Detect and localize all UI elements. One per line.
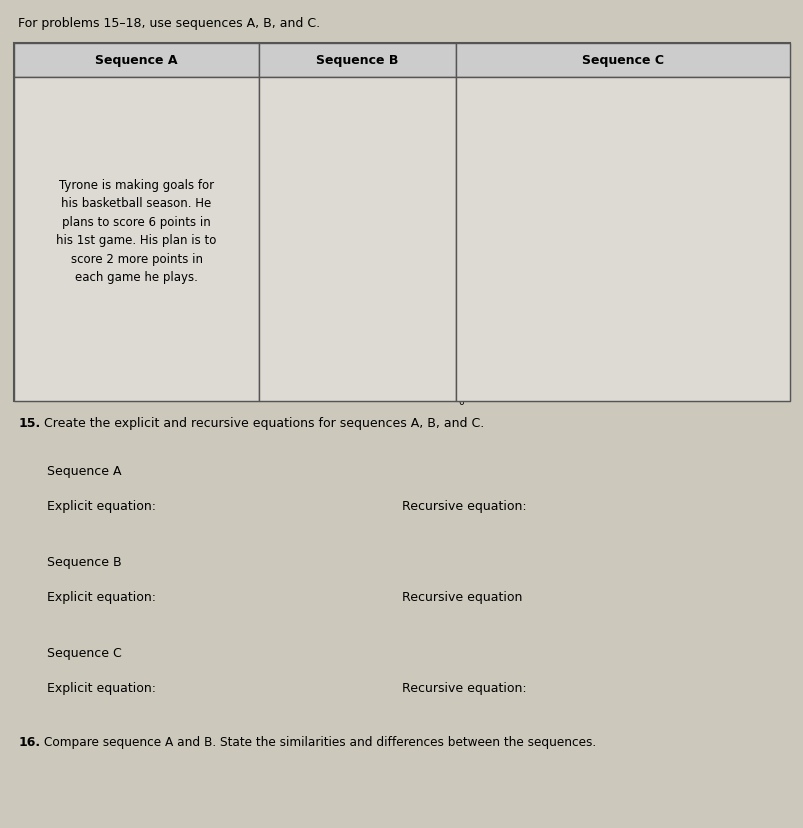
Text: 15.: 15. bbox=[18, 416, 41, 430]
Text: 16.: 16. bbox=[18, 735, 41, 749]
Text: Explicit equation:: Explicit equation: bbox=[47, 499, 156, 513]
Text: 4: 4 bbox=[394, 264, 404, 279]
Point bbox=[642, 126, 655, 139]
Point bbox=[524, 319, 536, 332]
Text: Explicit equation:: Explicit equation: bbox=[47, 681, 156, 695]
Bar bbox=[273, 304, 357, 368]
Bar bbox=[273, 240, 357, 304]
Text: 5: 5 bbox=[310, 329, 320, 344]
Text: f(n): f(n) bbox=[385, 136, 413, 151]
Text: Explicit equation:: Explicit equation: bbox=[47, 590, 156, 604]
Text: Sequence A: Sequence A bbox=[47, 465, 121, 478]
Text: 3: 3 bbox=[310, 200, 320, 215]
Text: Compare sequence A and B. State the similarities and differences between the seq: Compare sequence A and B. State the simi… bbox=[44, 735, 596, 749]
Text: For problems 15–18, use sequences A, B, and C.: For problems 15–18, use sequences A, B, … bbox=[18, 17, 320, 30]
Bar bbox=[357, 304, 441, 368]
Bar bbox=[357, 111, 441, 176]
Bar bbox=[273, 111, 357, 176]
Text: Tyrone is making goals for
his basketball season. He
plans to score 6 points in
: Tyrone is making goals for his basketbal… bbox=[56, 179, 217, 284]
Text: Sequence C: Sequence C bbox=[581, 55, 663, 67]
Text: n: n bbox=[310, 136, 320, 151]
Text: 0: 0 bbox=[458, 397, 463, 407]
Bar bbox=[273, 176, 357, 240]
Text: Sequence A: Sequence A bbox=[96, 55, 177, 67]
Text: Recursive equation:: Recursive equation: bbox=[402, 499, 526, 513]
Point bbox=[583, 249, 596, 262]
Bar bbox=[357, 240, 441, 304]
Bar bbox=[357, 176, 441, 240]
Text: Create the explicit and recursive equations for sequences A, B, and C.: Create the explicit and recursive equati… bbox=[44, 416, 484, 430]
Text: 6: 6 bbox=[394, 200, 404, 215]
Text: 4: 4 bbox=[310, 264, 320, 279]
Text: Sequence C: Sequence C bbox=[47, 647, 121, 660]
Text: Recursive equation:: Recursive equation: bbox=[402, 681, 526, 695]
Text: Recursive equation: Recursive equation bbox=[402, 590, 522, 604]
Point bbox=[465, 350, 478, 363]
Text: Sequence B: Sequence B bbox=[47, 556, 121, 569]
Text: Sequence B: Sequence B bbox=[316, 55, 398, 67]
Text: 2: 2 bbox=[394, 329, 404, 344]
